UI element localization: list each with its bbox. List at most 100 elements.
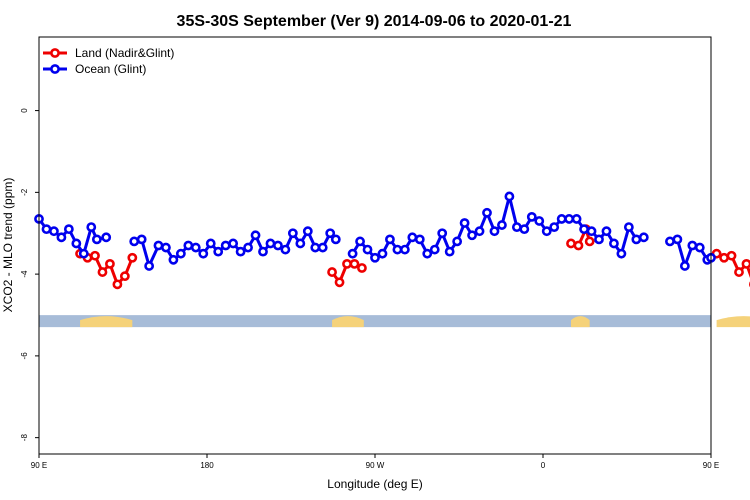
data-point [280, 244, 291, 255]
data-point [392, 244, 403, 255]
data-point [287, 228, 298, 239]
data-series [34, 191, 750, 290]
data-point [258, 246, 268, 257]
y-tick-label: 0 [20, 108, 29, 113]
data-point [310, 242, 321, 253]
data-point [586, 226, 597, 237]
data-point [56, 232, 67, 243]
data-point [504, 191, 515, 202]
data-point [101, 232, 112, 243]
data-point [719, 252, 729, 263]
data-point [444, 246, 455, 257]
axes: 90 E 180 90 W 0 90 E 0 -2 -4 -6 -8 [20, 108, 719, 470]
data-point [235, 246, 246, 257]
data-point [243, 242, 253, 253]
land-band-segment [571, 316, 590, 328]
land-band-segment [332, 316, 364, 328]
data-point [407, 232, 418, 243]
data-point [127, 252, 138, 263]
data-point [726, 250, 737, 261]
data-point [144, 261, 155, 271]
data-point [437, 228, 448, 239]
data-point [330, 234, 341, 245]
data-point [665, 236, 675, 247]
x-tick-label: 0 [541, 461, 546, 470]
data-point [325, 228, 336, 239]
data-point [112, 279, 123, 290]
data-point [91, 234, 102, 245]
x-tick-label: 90 E [703, 461, 719, 470]
data-point [90, 250, 100, 261]
data-point [609, 238, 619, 249]
data-point [347, 248, 358, 259]
series-ocean-glint [34, 191, 716, 271]
data-point [153, 240, 164, 251]
data-point [489, 226, 500, 237]
data-point [519, 224, 530, 235]
data-point [616, 248, 627, 259]
data-point [734, 267, 744, 277]
data-point [571, 214, 582, 224]
data-point [672, 234, 683, 245]
data-point [638, 232, 649, 243]
series-line [133, 228, 337, 271]
data-point [119, 271, 130, 282]
y-axis-label: XCO2 - MLO trend (ppm) [1, 178, 15, 313]
data-point [228, 238, 239, 249]
data-point [183, 240, 194, 251]
data-point [541, 226, 552, 237]
data-point [399, 244, 410, 255]
data-point [631, 234, 642, 245]
data-point [459, 218, 470, 228]
data-point [349, 258, 360, 269]
x-axis-label: Longitude (deg E) [327, 477, 422, 491]
data-point [317, 242, 328, 253]
data-point [601, 226, 612, 237]
data-point [474, 226, 485, 237]
data-point [175, 248, 186, 259]
data-point [467, 230, 477, 241]
data-point [741, 258, 750, 269]
data-point [327, 267, 337, 277]
data-point [579, 224, 589, 235]
data-point [564, 214, 575, 224]
data-point [687, 240, 698, 251]
data-point [265, 238, 276, 249]
y-tick-label: -4 [20, 270, 29, 278]
data-point [584, 236, 595, 247]
data-point [250, 230, 261, 241]
series-land-nadir-glint [75, 224, 750, 290]
data-point [168, 254, 179, 265]
data-point [377, 248, 388, 259]
x-tick-label: 90 W [366, 461, 385, 470]
data-point [362, 244, 373, 255]
data-point [422, 248, 433, 259]
x-tick-label: 180 [200, 461, 214, 470]
data-point [136, 234, 147, 245]
legend-label: Ocean (Glint) [75, 62, 146, 76]
data-point [63, 224, 74, 235]
data-point [220, 240, 231, 251]
legend-label: Land (Nadir&Glint) [75, 46, 174, 60]
chart-title: 35S-30S September (Ver 9) 2014-09-06 to … [177, 13, 572, 30]
data-point [573, 240, 584, 251]
data-point [49, 226, 59, 237]
legend-marker [50, 64, 60, 74]
data-point [334, 277, 345, 288]
data-point [414, 234, 425, 245]
data-point [273, 240, 283, 251]
data-point [556, 214, 567, 224]
ocean-band [39, 315, 711, 328]
data-point [511, 222, 522, 233]
y-tick-label: -8 [20, 434, 29, 442]
data-point [370, 252, 380, 263]
land-band-segment [716, 316, 750, 328]
data-point [41, 224, 52, 235]
data-point [526, 211, 537, 222]
legend: Land (Nadir&Glint) Ocean (Glint) [43, 46, 174, 76]
data-point [129, 236, 140, 247]
data-point [694, 242, 705, 253]
data-point [86, 222, 97, 233]
y-tick-label: -6 [20, 352, 29, 360]
